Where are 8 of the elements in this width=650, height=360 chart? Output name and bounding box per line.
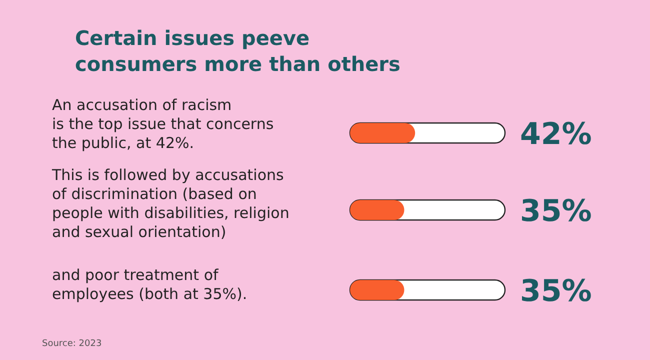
data-label: 35% <box>520 274 592 309</box>
y-tick-label: An accusation of racism is the top issue that concerns the public, at 42%. <box>52 96 274 152</box>
chart-title: Certain issues peeve consumers more than others <box>75 26 400 76</box>
source-note: Source: 2023 <box>42 339 102 349</box>
data-label: 42% <box>520 117 592 152</box>
y-tick-label: and poor treatment of employees (both at 35%). <box>52 266 248 303</box>
y-tick-label: This is followed by accusations of discrimination (based on people with disabilities, religion and sexual orientation) <box>51 166 290 241</box>
data-label: 35% <box>520 194 592 229</box>
